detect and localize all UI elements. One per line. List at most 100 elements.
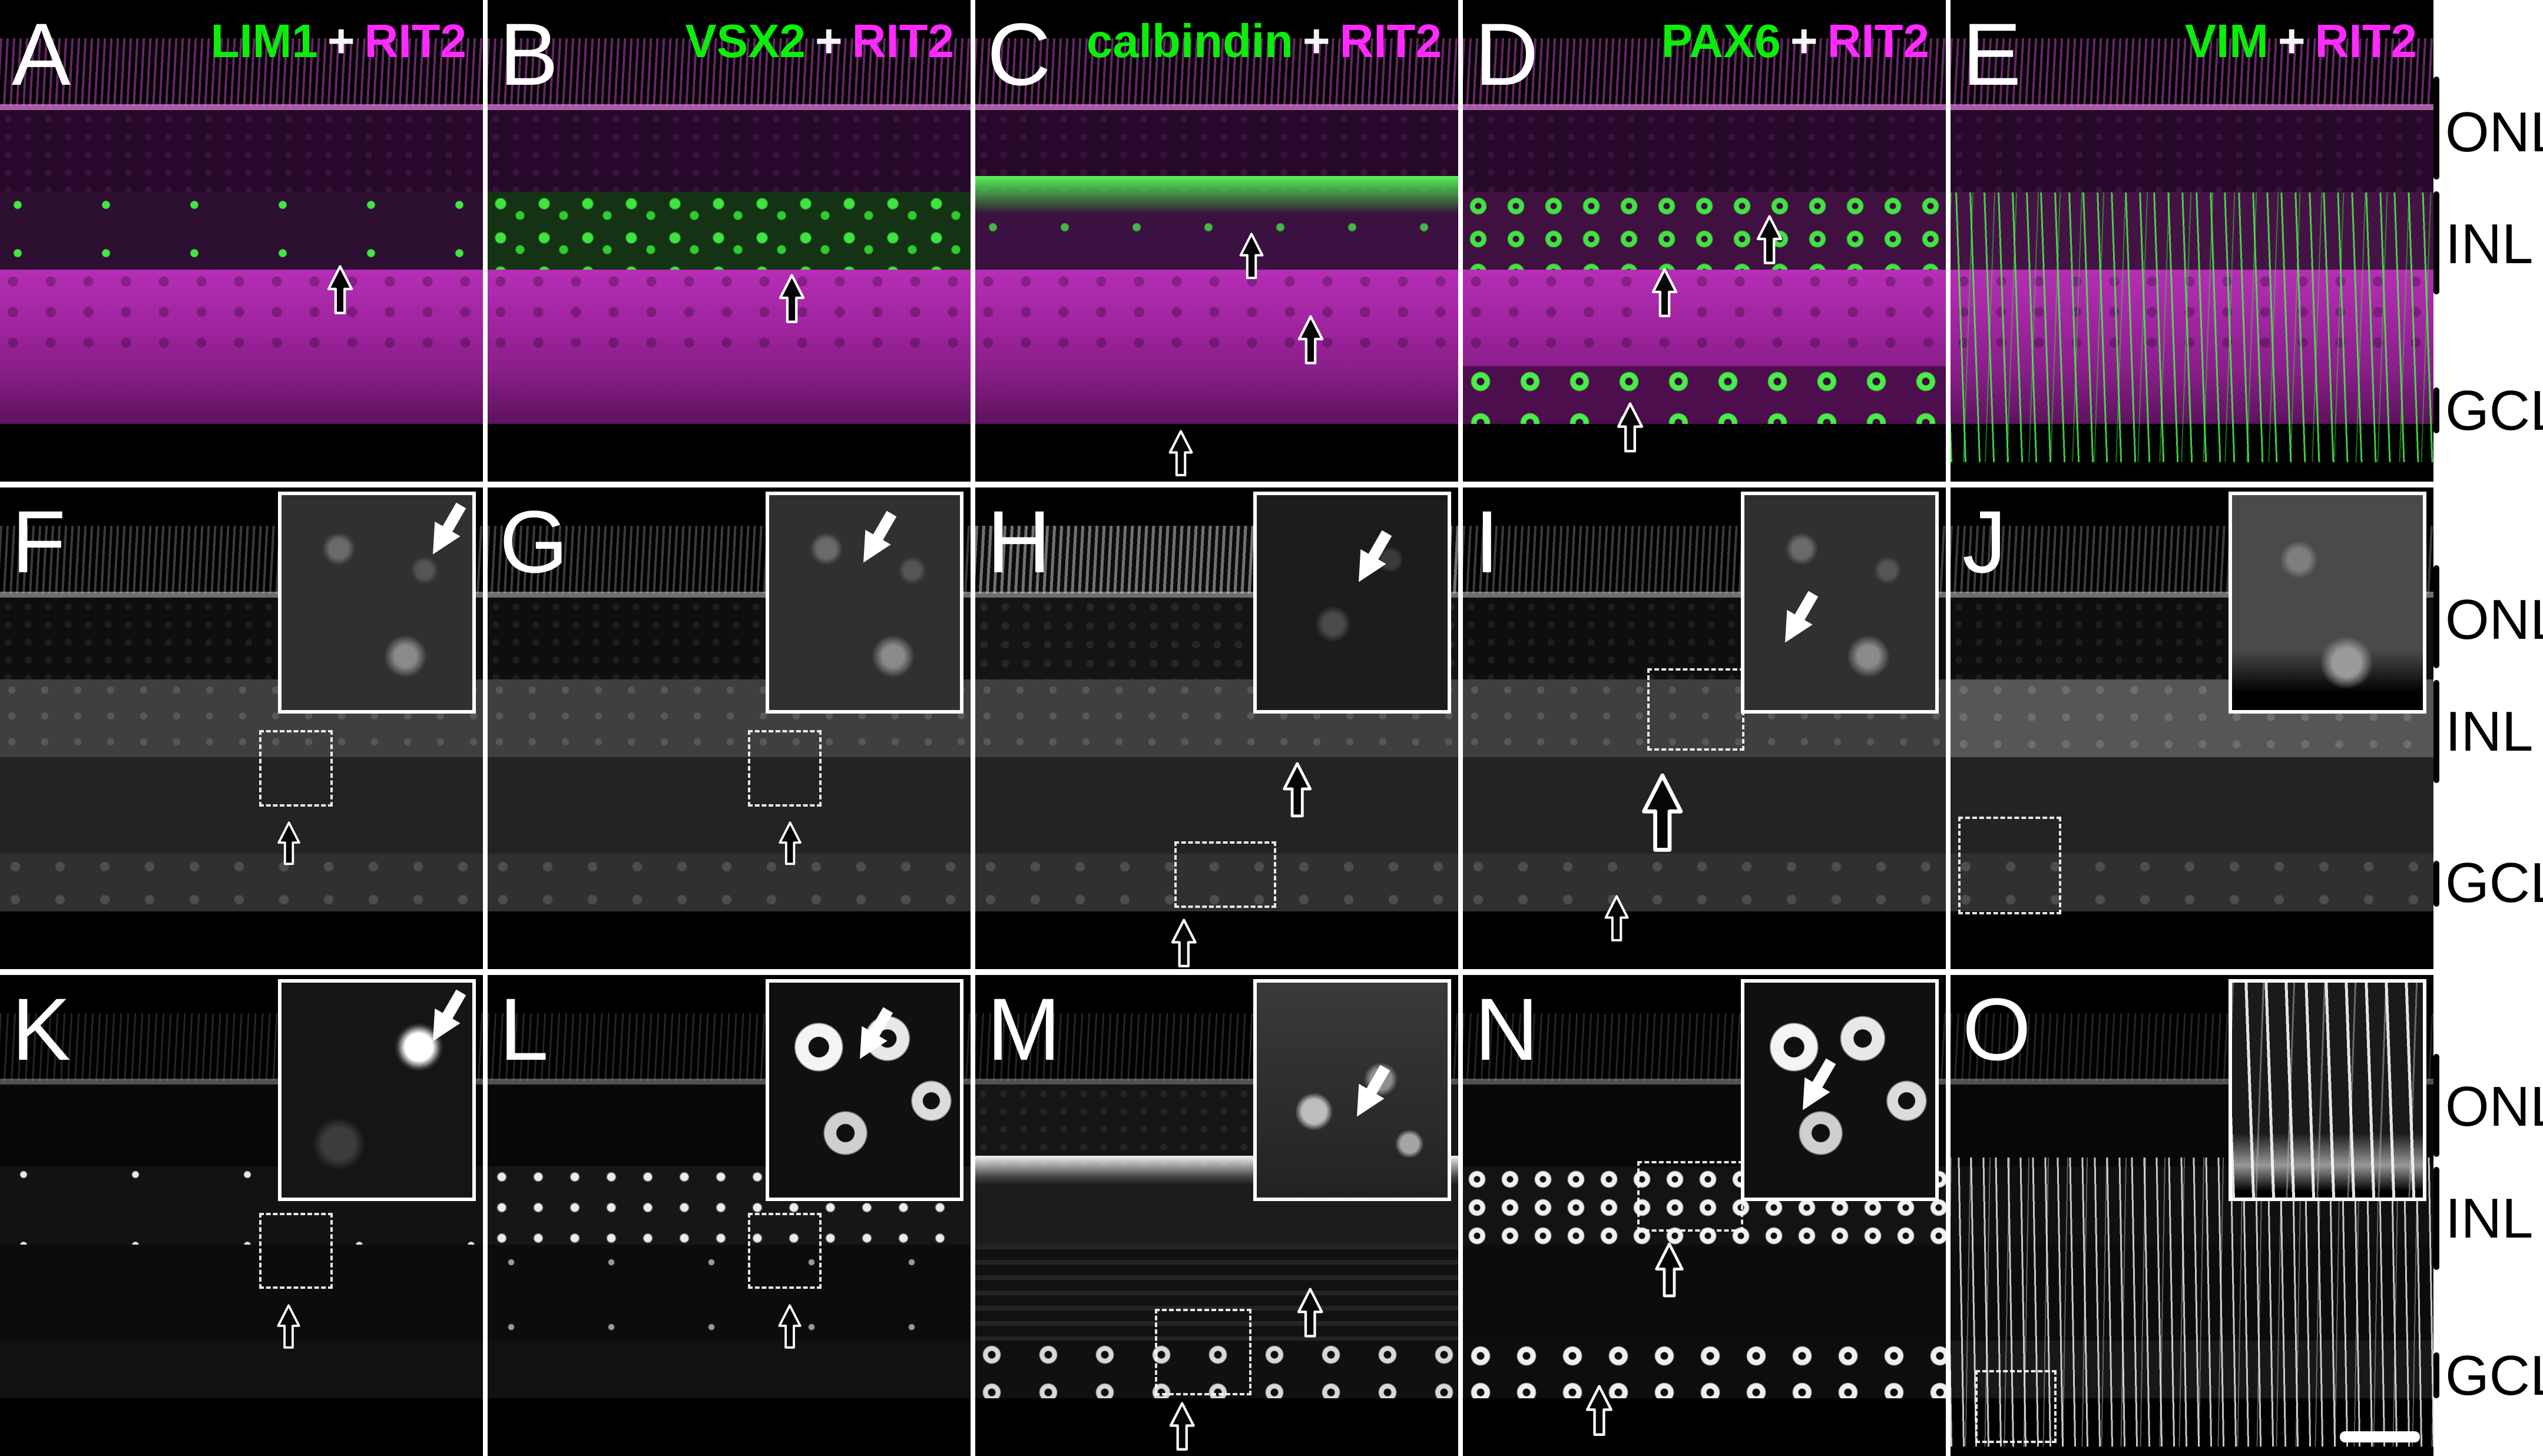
tissue-band-ipl — [488, 270, 971, 366]
tissue-band-olm — [975, 591, 1458, 598]
layer-bracket — [2433, 1167, 2439, 1270]
up-arrow-icon — [1756, 215, 1783, 264]
tissue-band-gcl — [488, 1340, 971, 1398]
tissue-band-os — [1951, 38, 2433, 106]
panel-letter: J — [1962, 492, 2006, 591]
layer-bracket — [2433, 680, 2439, 783]
inset-arrow-icon — [418, 984, 476, 1050]
magnified-inset — [1740, 491, 1939, 714]
tissue-band-olm — [1951, 1079, 2433, 1085]
tissue-band-onl — [0, 110, 483, 192]
layer-label-inl: INL — [2445, 700, 2534, 763]
layer-label-gcl: GCL — [2445, 379, 2543, 442]
tissue-band-ipl — [0, 270, 483, 366]
up-arrow-icon — [1654, 1242, 1684, 1298]
layer-label-gcl: GCL — [2445, 851, 2543, 914]
panel-e: E VIM + RIT2 — [1951, 0, 2433, 482]
tissue-band-ipl — [0, 757, 483, 854]
tissue-band-gcl — [0, 853, 483, 911]
tissue-band-ipl — [488, 1244, 971, 1341]
panel-letter: E — [1962, 5, 2022, 104]
up-arrow-annotation — [276, 821, 302, 865]
tissue-band-olm — [1463, 104, 1946, 110]
tissue-band-olm — [1463, 591, 1946, 598]
panel-d: D PAX6 + RIT2 — [1463, 0, 1946, 482]
dashed-roi-box — [747, 1212, 822, 1289]
marker-label: VIM + RIT2 — [2185, 14, 2417, 68]
dashed-roi-box — [1975, 1369, 2057, 1443]
up-arrow-icon — [277, 1304, 300, 1349]
up-arrow-annotation — [1280, 762, 1314, 818]
up-arrow-icon — [1169, 1402, 1195, 1451]
layer-bracket — [2433, 77, 2439, 180]
radial-fiber-texture — [1951, 1157, 2433, 1447]
panel-f: F — [0, 487, 483, 969]
up-arrow-icon — [778, 1304, 802, 1349]
tissue-band-gcl — [1463, 366, 1946, 424]
panel-g: G — [488, 487, 971, 969]
magnified-inset — [2228, 979, 2426, 1201]
tissue-band-ipl — [488, 757, 971, 854]
dashed-roi-box — [1958, 816, 2061, 914]
up-arrow-icon — [779, 821, 802, 865]
up-arrow-annotation — [1650, 268, 1680, 318]
tissue-band-gcl — [975, 1340, 1458, 1398]
marker-label: LIM1 + RIT2 — [211, 14, 466, 68]
up-arrow-annotation — [1653, 1242, 1686, 1298]
panel-letter: G — [499, 492, 568, 591]
marker-name-magenta: RIT2 — [1827, 15, 1929, 67]
up-arrow-annotation — [1754, 215, 1784, 265]
marker-name-magenta: RIT2 — [2314, 15, 2417, 67]
tissue-band-gcl — [0, 366, 483, 424]
layer-bracket — [2433, 191, 2439, 294]
tissue-band-gcl — [488, 853, 971, 911]
up-arrow-annotation — [1296, 315, 1326, 365]
dashed-roi-box — [747, 730, 822, 807]
up-arrow-annotation — [777, 274, 807, 324]
tissue-band-gcl — [975, 366, 1458, 424]
panel-letter: A — [12, 5, 71, 104]
up-arrow-icon — [277, 821, 300, 865]
layer-bracket — [2433, 1054, 2439, 1157]
up-arrow-icon — [1239, 233, 1264, 280]
tissue-band-inl — [1463, 191, 1946, 270]
dashed-roi-box — [1155, 1308, 1252, 1396]
panel-letter: H — [987, 492, 1051, 591]
tissue-band-olm — [0, 591, 483, 598]
tissue-band-gcl — [1463, 853, 1946, 911]
tissue-band-inl — [488, 191, 971, 270]
panel-i: I — [1463, 487, 1946, 969]
up-arrow-annotation — [1237, 233, 1266, 280]
up-arrow-icon — [327, 265, 353, 314]
up-arrow-annotation — [1167, 1402, 1197, 1451]
marker-name-green: PAX6 — [1661, 15, 1781, 67]
tissue-band-olm — [488, 104, 971, 110]
tissue-band-olm — [1951, 591, 2433, 598]
tissue-band-olm — [975, 104, 1458, 110]
layer-label-onl: ONL — [2445, 1075, 2543, 1138]
panel-n: N — [1463, 975, 1946, 1456]
panel-letter: N — [1475, 980, 1539, 1079]
magnified-inset — [1253, 491, 1451, 714]
up-arrow-icon — [1297, 315, 1323, 364]
up-arrow-annotation — [1615, 402, 1645, 453]
tissue-band-os — [488, 38, 971, 106]
up-arrow-annotation — [1602, 895, 1631, 942]
up-arrow-icon — [1617, 402, 1643, 453]
tissue-band-ipl — [975, 270, 1458, 366]
magnified-inset — [765, 491, 963, 714]
plus-sign: + — [1302, 15, 1330, 67]
tissue-band-ipl — [1463, 270, 1946, 366]
marker-name-magenta: RIT2 — [852, 15, 954, 67]
tissue-band-os — [975, 38, 1458, 106]
tissue-band-os — [0, 38, 483, 106]
marker-name-green: VSX2 — [685, 15, 806, 67]
tissue-band-olm — [0, 1079, 483, 1085]
layer-bracket — [2433, 1352, 2439, 1398]
tissue-band-inl — [0, 191, 483, 270]
tissue-band-ipl — [1951, 757, 2433, 854]
dashed-roi-box — [259, 1212, 333, 1289]
panel-letter: F — [12, 492, 66, 591]
marker-name-green: calbindin — [1086, 15, 1293, 67]
